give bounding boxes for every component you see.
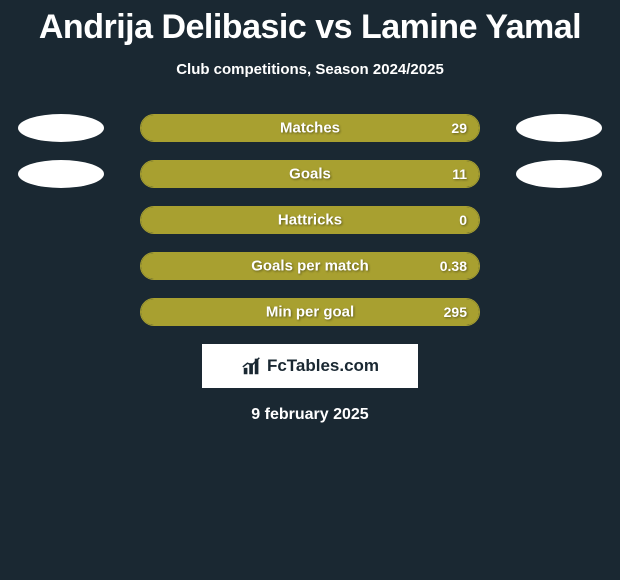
bars-wrap: Matches 29 Goals 11 Hattricks 0 Goals per matc… <box>0 114 620 326</box>
player-left-avatar <box>18 114 104 142</box>
stat-row: Min per goal 295 <box>0 298 620 326</box>
stat-bar-track: Matches 29 <box>140 114 480 142</box>
logo-text: FcTables.com <box>267 356 379 376</box>
bar-chart-icon <box>241 355 263 377</box>
stat-row: Matches 29 <box>0 114 620 142</box>
stat-row: Goals 11 <box>0 160 620 188</box>
logo-box: FcTables.com <box>202 344 418 388</box>
stat-value-right: 29 <box>451 120 467 136</box>
player-left-avatar <box>18 160 104 188</box>
player-right-avatar <box>516 114 602 142</box>
stat-row: Goals per match 0.38 <box>0 252 620 280</box>
stat-bar-track: Goals per match 0.38 <box>140 252 480 280</box>
stat-bar-label: Min per goal <box>266 304 354 321</box>
stat-bar-label: Goals per match <box>251 258 369 275</box>
player-right-avatar <box>516 160 602 188</box>
stat-bar-label: Hattricks <box>278 212 342 229</box>
stat-value-right: 0.38 <box>440 258 467 274</box>
chart-container: Andrija Delibasic vs Lamine Yamal Club c… <box>0 0 620 580</box>
stat-row: Hattricks 0 <box>0 206 620 234</box>
stat-bar-track: Hattricks 0 <box>140 206 480 234</box>
stat-bar-label: Goals <box>289 166 331 183</box>
chart-date: 9 february 2025 <box>0 406 620 424</box>
stat-value-right: 0 <box>459 212 467 228</box>
stat-value-right: 295 <box>444 304 467 320</box>
chart-title: Andrija Delibasic vs Lamine Yamal <box>0 0 620 47</box>
stat-bar-track: Min per goal 295 <box>140 298 480 326</box>
stat-bar-track: Goals 11 <box>140 160 480 188</box>
stat-bar-label: Matches <box>280 120 340 137</box>
chart-subtitle: Club competitions, Season 2024/2025 <box>0 61 620 78</box>
stat-value-right: 11 <box>452 166 467 182</box>
